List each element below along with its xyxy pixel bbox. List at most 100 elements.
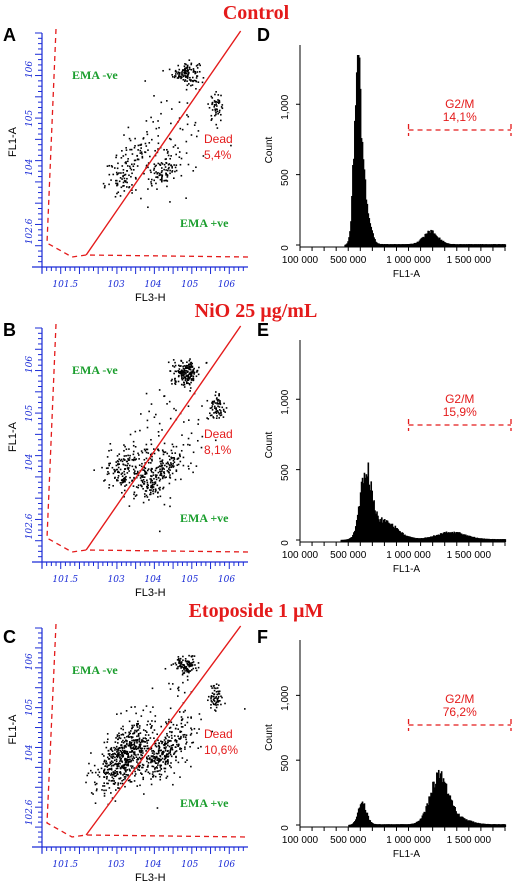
scatter-point (151, 455, 153, 458)
histogram-bar (480, 823, 482, 827)
scatter-point (158, 742, 161, 745)
scatter-point (173, 407, 175, 410)
scatter-point (183, 369, 186, 372)
scatter-point (183, 376, 186, 378)
scatter-point (142, 776, 145, 779)
histogram-bar (441, 782, 444, 827)
histogram-bar (446, 532, 449, 542)
scatter-point (189, 390, 191, 392)
scatter-point (170, 734, 173, 737)
scatter-point (138, 739, 141, 741)
scatter-point (125, 448, 128, 451)
scatter-point (175, 739, 178, 742)
scatter-point (150, 478, 153, 480)
scatter-point (136, 759, 138, 761)
scatter-point (194, 121, 197, 124)
scatter-point (123, 473, 126, 476)
histogram-bar (379, 521, 381, 542)
scatter-point (130, 737, 133, 739)
scatter-point (163, 468, 165, 470)
scatter-point (210, 685, 213, 688)
scatter-point (168, 400, 171, 403)
scatter-point (185, 381, 188, 383)
scatter-point (151, 178, 153, 181)
scatter-point (128, 731, 130, 734)
scatter-point (177, 689, 180, 692)
scatter-point (163, 148, 165, 151)
scatter-point (126, 464, 129, 467)
scatter-point (179, 657, 182, 660)
scatter-point (117, 763, 120, 766)
scatter-point (161, 750, 164, 753)
x-tick-label: 1 500 000 (447, 255, 492, 266)
histogram-bar (417, 820, 420, 827)
scatter-point (164, 179, 167, 182)
scatter-point (183, 71, 186, 74)
scatter-point (115, 179, 117, 182)
histogram-bar (464, 819, 467, 827)
scatter-point (117, 460, 120, 463)
scatter-point (127, 735, 130, 737)
scatter-point (190, 372, 193, 375)
scatter-point (217, 403, 220, 405)
histogram-bar (348, 237, 350, 247)
scatter-point (217, 690, 219, 693)
scatter-point (126, 181, 128, 184)
scatter-point (146, 745, 149, 747)
histogram-bar (357, 506, 360, 542)
scatter-point (183, 65, 186, 68)
scatter-point (106, 473, 109, 476)
scatter-point (119, 772, 122, 775)
scatter-point (111, 750, 114, 752)
scatter-point (112, 774, 114, 776)
y-axis-title: FL1-A (7, 714, 19, 745)
histogram-bar (415, 821, 418, 827)
scatter-point (192, 471, 194, 474)
histogram-bar (392, 526, 395, 542)
scatter-point (193, 373, 195, 375)
scatter-point (175, 445, 178, 448)
scatter-point (125, 761, 127, 763)
scatter-point (151, 758, 153, 761)
scatter-point (215, 690, 218, 693)
scatter-point (171, 464, 173, 467)
scatter-point (149, 489, 151, 491)
histogram-bar (376, 824, 378, 827)
scatter-point (197, 666, 200, 669)
scatter-point (122, 774, 124, 776)
histogram-bar (386, 244, 389, 247)
scatter-point (144, 151, 146, 153)
scatter-point (183, 365, 186, 367)
scatter-point (123, 489, 126, 492)
histogram-bar (412, 243, 415, 247)
scatter-point (146, 483, 149, 486)
scatter-point (155, 164, 157, 167)
histogram-bar (447, 532, 450, 542)
scatter-point (128, 174, 130, 177)
scatter-point (149, 478, 152, 480)
histogram-bar (406, 244, 408, 247)
scatter-point (159, 163, 161, 166)
scatter-point (213, 689, 216, 692)
scatter-point (119, 782, 122, 785)
scatter-point (152, 771, 154, 773)
scatter-point (143, 483, 146, 485)
scatter-point (166, 732, 168, 735)
ema-positive-label: EMA +ve (180, 511, 229, 525)
scatter-point (192, 661, 195, 663)
histogram-bar (391, 523, 394, 542)
scatter-point (167, 739, 169, 742)
scatter-point (156, 176, 159, 179)
scatter-point (141, 155, 144, 158)
histogram-bar (365, 474, 368, 542)
histogram-bar (392, 244, 395, 247)
scatter-point (180, 157, 183, 160)
scatter-point (146, 426, 149, 429)
scatter-point (91, 771, 94, 774)
scatter-point (218, 690, 221, 693)
g2m-percent: 15,9% (443, 405, 477, 419)
scatter-point (169, 505, 171, 508)
scatter-point (143, 458, 146, 461)
scatter-point (179, 163, 182, 166)
histogram-bar (384, 824, 387, 827)
